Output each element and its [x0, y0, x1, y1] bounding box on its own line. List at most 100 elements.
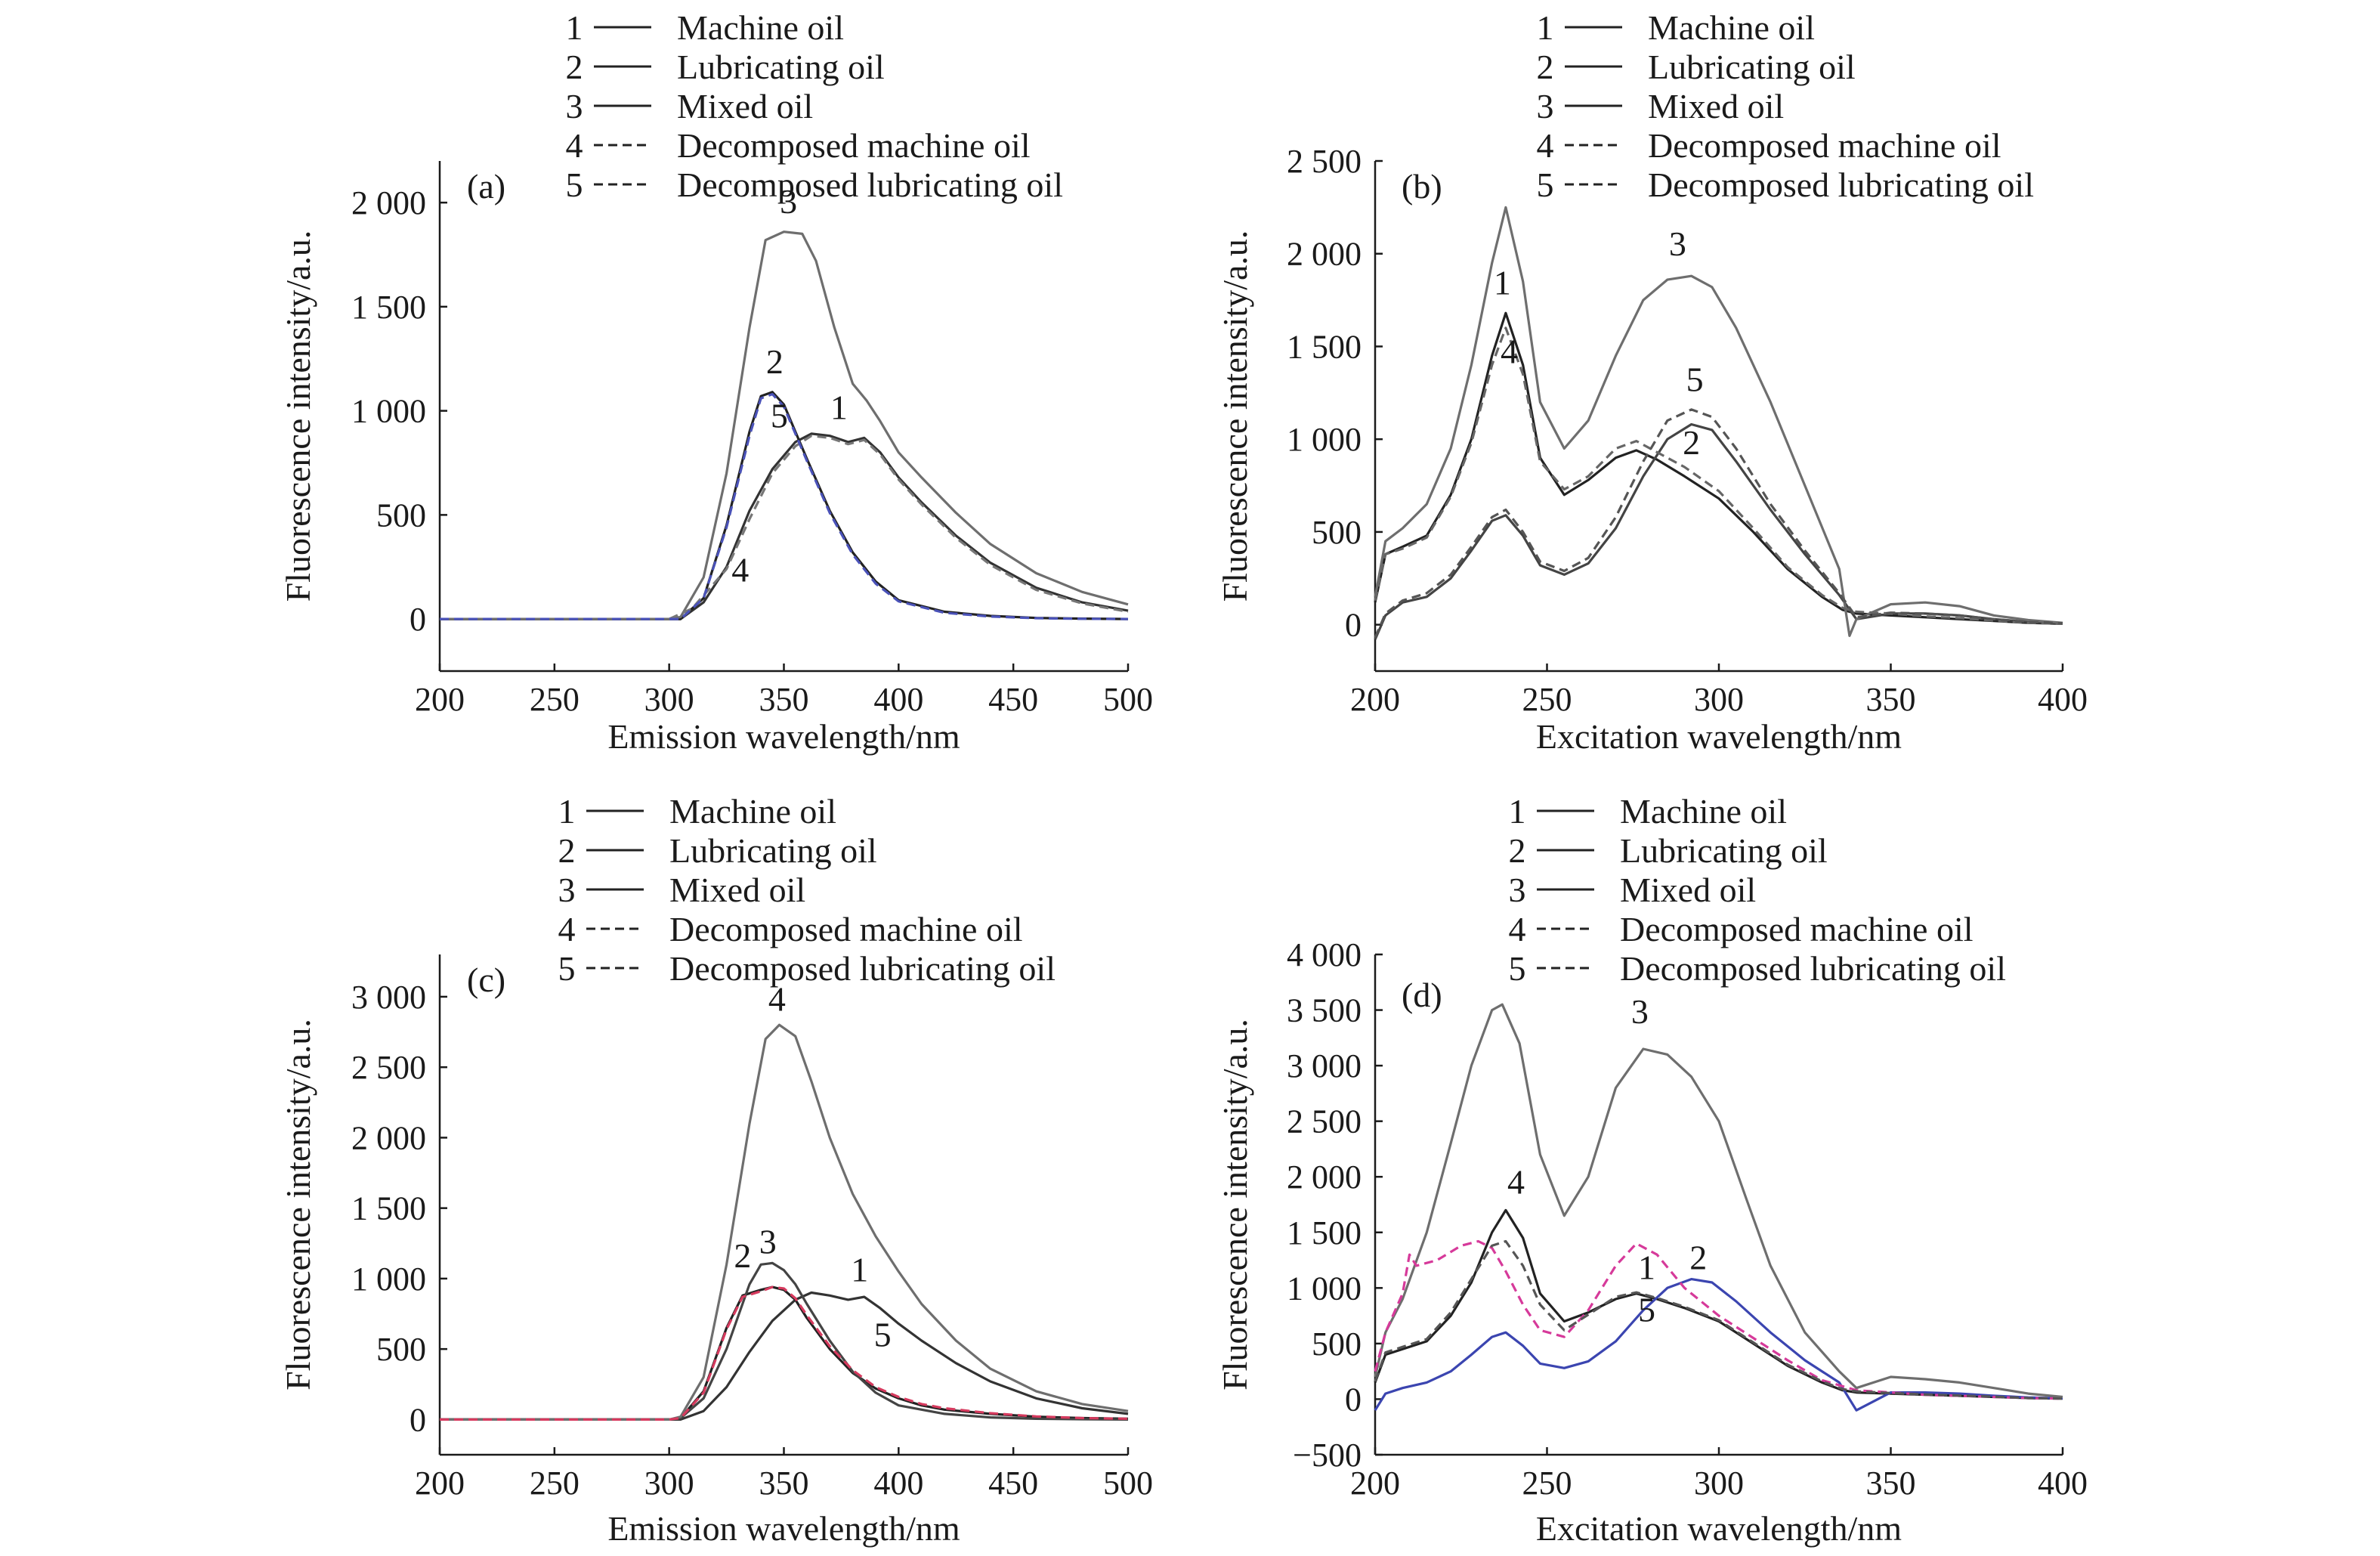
y-tick-label: 2 000 — [351, 1119, 426, 1156]
legend-number: 3 — [1509, 871, 1526, 909]
legend-number: 2 — [558, 831, 576, 870]
y-tick-label: 500 — [1312, 514, 1362, 551]
curve-annotation: 5 — [1638, 1290, 1655, 1329]
legend-number: 5 — [1509, 949, 1526, 988]
panel-label: (a) — [467, 167, 505, 206]
series-line-4 — [1374, 1239, 2063, 1400]
y-tick-label: 1 500 — [351, 1190, 426, 1227]
y-tick-label: 3 000 — [1287, 1047, 1362, 1084]
y-tick-label: −500 — [1293, 1437, 1362, 1474]
x-tick-label: 350 — [1866, 681, 1916, 718]
y-tick-label: 0 — [1345, 1381, 1362, 1418]
legend-number: 5 — [566, 165, 583, 204]
legend-number: 1 — [566, 8, 583, 47]
legend: 1 Machine oil 2 Lubricating oil 3 Mixed oil 4 D… — [558, 792, 1056, 988]
legend-number: 1 — [1537, 8, 1554, 47]
curve-annotation: 5 — [771, 397, 788, 435]
chart-panel-4: 200 250 300 350 400 −500 0 500 1 000 1 500 2 000 2 … — [1216, 792, 2088, 1548]
legend-label: Mixed oil — [1648, 87, 1784, 125]
curve-annotation: 2 — [734, 1236, 751, 1275]
x-tick-label: 200 — [415, 1465, 465, 1502]
legend-label: Mixed oil — [669, 871, 805, 909]
curve-annotation: 4 — [1507, 1162, 1525, 1201]
x-tick-label: 350 — [1866, 1465, 1916, 1502]
curve-annotation: 3 — [1669, 224, 1686, 263]
legend-number: 5 — [558, 949, 576, 988]
y-tick-label: 2 500 — [1287, 143, 1362, 180]
curve-annotation: 1 — [830, 388, 848, 427]
legend: 1 Machine oil 2 Lubricating oil 3 Mixed oil 4 D… — [566, 8, 1064, 204]
legend-number: 4 — [1509, 910, 1526, 948]
series-line-4 — [440, 435, 1129, 620]
panel-label: (d) — [1402, 976, 1442, 1014]
curve-annotation: 4 — [768, 980, 786, 1019]
legend: 1 Machine oil 2 Lubricating oil 3 Mixed oil 4 D… — [1537, 8, 2035, 204]
curve-annotation: 2 — [766, 342, 784, 381]
y-tick-label: 2 000 — [1287, 236, 1362, 273]
x-axis-label: Emission wavelength/nm — [607, 1509, 960, 1548]
legend-label: Machine oil — [677, 8, 844, 47]
series-line-1 — [1374, 1208, 2063, 1400]
legend-number: 1 — [1509, 792, 1526, 831]
x-axis-label: Excitation wavelength/nm — [1536, 1509, 1902, 1548]
curve-annotation: 3 — [780, 182, 797, 221]
legend-number: 3 — [1537, 87, 1554, 125]
chart-panel-1: 200 250 300 350 400 450 500 0 500 1 000 1 500 2 000… — [279, 8, 1153, 756]
series-line-1 — [440, 432, 1129, 620]
y-tick-label: 2 500 — [351, 1049, 426, 1086]
chart-panel-3: 200 250 300 350 400 450 500 0 500 1 000 1 500 2 000… — [279, 792, 1153, 1548]
legend-label: Decomposed lubricating oil — [1620, 949, 2006, 988]
series-line-5 — [1374, 408, 2063, 639]
x-tick-label: 300 — [1694, 1465, 1744, 1502]
series-line-4 — [440, 1023, 1129, 1421]
curve-annotation: 4 — [731, 551, 749, 589]
legend-label: Mixed oil — [1620, 871, 1756, 909]
x-tick-label: 350 — [759, 681, 809, 718]
panel-label: (b) — [1402, 167, 1442, 206]
series-line-3 — [1374, 206, 2063, 637]
y-tick-label: 1 500 — [1287, 1214, 1362, 1251]
legend-label: Decomposed machine oil — [677, 126, 1031, 165]
x-tick-label: 250 — [530, 681, 580, 718]
y-tick-label: 3 500 — [1287, 992, 1362, 1029]
legend-label: Decomposed lubricating oil — [677, 165, 1063, 204]
legend-number: 4 — [1537, 126, 1554, 165]
series-line-5 — [440, 393, 1129, 620]
legend-number: 2 — [1509, 831, 1526, 870]
series-line-3 — [440, 1261, 1129, 1421]
legend-number: 1 — [558, 792, 576, 831]
x-tick-label: 400 — [873, 1465, 923, 1502]
y-tick-label: 2 000 — [351, 184, 426, 221]
series-line-1 — [1374, 311, 2063, 625]
legend-label: Lubricating oil — [677, 48, 885, 86]
y-axis-label: Fluorescence intensity/a.u. — [1216, 1019, 1254, 1391]
y-tick-label: 2 500 — [1287, 1103, 1362, 1140]
curve-annotation: 1 — [851, 1251, 868, 1289]
x-tick-label: 250 — [1522, 1465, 1572, 1502]
legend-label: Lubricating oil — [1620, 831, 1828, 870]
x-tick-label: 450 — [988, 1465, 1038, 1502]
x-tick-label: 300 — [644, 681, 694, 718]
legend-number: 5 — [1537, 165, 1554, 204]
legend-label: Decomposed lubricating oil — [1648, 165, 2034, 204]
x-tick-label: 200 — [1350, 681, 1400, 718]
curve-annotation: 5 — [874, 1315, 892, 1353]
legend-label: Decomposed machine oil — [1620, 910, 1974, 948]
legend-number: 3 — [558, 871, 576, 909]
curve-annotation: 5 — [1686, 360, 1704, 398]
legend-label: Mixed oil — [677, 87, 813, 125]
series-line-3 — [1374, 1003, 2063, 1399]
x-axis-label: Excitation wavelength/nm — [1536, 717, 1902, 756]
y-tick-label: 1 000 — [1287, 421, 1362, 458]
x-tick-label: 250 — [530, 1465, 580, 1502]
series-line-5 — [440, 1285, 1129, 1421]
x-tick-label: 400 — [2038, 1465, 2088, 1502]
x-tick-label: 400 — [873, 681, 923, 718]
chart-panel-2: 200 250 300 350 400 0 500 1 000 1 500 2 000 2 500 E… — [1216, 8, 2088, 756]
y-axis-label: Fluorescence intensity/a.u. — [279, 1019, 317, 1391]
legend-number: 4 — [566, 126, 583, 165]
series-line-5 — [1374, 1239, 2063, 1400]
series-line-4 — [1374, 326, 2063, 625]
y-axis-label: Fluorescence intensity/a.u. — [279, 230, 317, 602]
